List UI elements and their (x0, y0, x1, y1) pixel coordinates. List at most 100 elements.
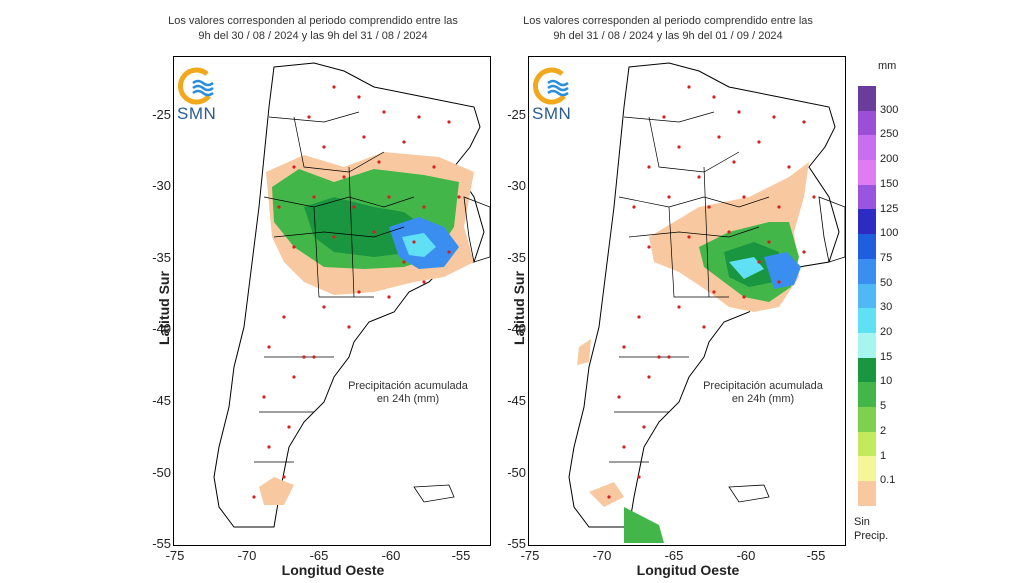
station-dot (332, 235, 336, 239)
station-dot (402, 140, 406, 144)
station-dot (637, 475, 641, 479)
station-dot (632, 205, 636, 209)
legend-no-precip-line2: Precip. (854, 530, 889, 542)
station-dot (277, 205, 281, 209)
falklands-outline (728, 484, 770, 503)
station-dot (677, 145, 681, 149)
panel-title-line2: 9h del 30 / 08 / 2024 y las 9h del 31 / … (198, 30, 428, 42)
station-dot (657, 355, 661, 359)
station-dot (622, 445, 626, 449)
station-dot (667, 355, 671, 359)
station-dot (647, 245, 651, 249)
station-dot (732, 160, 736, 164)
station-dot (737, 110, 741, 114)
y-tick-label: -45 (152, 393, 171, 408)
station-dot (382, 110, 386, 114)
station-dot (287, 425, 291, 429)
station-dot (422, 280, 426, 284)
y-tick-label: -35 (152, 250, 171, 265)
legend-color-swatch (858, 332, 876, 358)
station-dot (712, 290, 716, 294)
legend-color-swatch (858, 283, 876, 309)
y-tick-label: -25 (507, 107, 526, 122)
smn-logo-text: SMN (532, 104, 572, 123)
x-tick-label: -75 (520, 548, 540, 563)
station-dot (312, 195, 316, 199)
station-dots (252, 85, 461, 499)
station-dot (447, 250, 451, 254)
panel-title: Los valores corresponden al periodo comp… (133, 14, 493, 44)
station-dot (357, 290, 361, 294)
x-tick-label: -60 (736, 548, 756, 563)
province-borders (609, 111, 770, 463)
legend-color-swatch (858, 234, 876, 259)
legend-unit: mm (878, 60, 897, 72)
station-dot (282, 475, 286, 479)
legend-color-swatch (858, 431, 876, 457)
y-tick-label: -30 (507, 178, 526, 193)
legend-color-swatch (858, 308, 876, 333)
station-dot (757, 260, 761, 264)
station-dot (687, 235, 691, 239)
station-dot (357, 95, 361, 99)
x-axis-label: Longitud Oeste (636, 562, 740, 578)
legend-label: 2 (880, 424, 887, 437)
y-tick-label: -55 (152, 536, 171, 551)
station-dot (622, 345, 626, 349)
legend-color-swatch (858, 209, 876, 235)
station-dot (642, 425, 646, 429)
legend-color-swatch (858, 357, 876, 383)
annotation-line2: en 24h (mm) (731, 393, 795, 405)
legend-label: 0.1 (880, 474, 896, 487)
legend-color-swatch (858, 160, 876, 185)
station-dot (417, 115, 421, 119)
annotation-line1: Precipitación acumulada (348, 380, 468, 392)
station-dot (757, 140, 761, 144)
station-dot (292, 375, 296, 379)
station-dot (322, 305, 326, 309)
map-panel-left: Los valores corresponden al periodo comp… (133, 0, 493, 583)
station-dot (362, 135, 366, 139)
province-borders (254, 111, 415, 463)
station-dot (352, 205, 356, 209)
legend-label: 150 (880, 177, 899, 190)
y-tick-label: -40 (507, 321, 526, 336)
station-dot (727, 230, 731, 234)
x-tick-label: -75 (165, 548, 185, 563)
smn-logo-text: SMN (177, 104, 217, 123)
station-dot (312, 355, 316, 359)
legend-color-swatch (858, 135, 876, 161)
station-dot (282, 315, 286, 319)
y-axis-label: Latitud Sur (510, 271, 527, 345)
y-tick-label: -50 (507, 465, 526, 480)
station-dot (787, 165, 791, 169)
y-tick-label: -40 (152, 321, 171, 336)
legend-label: 250 (880, 128, 899, 141)
legend-color-swatch (858, 382, 876, 407)
panel-title-line1: Los valores corresponden al periodo comp… (168, 15, 458, 27)
station-dot (607, 495, 611, 499)
x-tick-label: -65 (309, 548, 329, 563)
precip-zone-cyan (729, 257, 764, 279)
annotation-line2: en 24h (mm) (376, 393, 440, 405)
color-legend: mm 300 250 200 150 125 100 75 50 30 20 15 10 5 2 1 0.1 … (852, 60, 922, 560)
station-dot (742, 295, 746, 299)
station-dot (687, 85, 691, 89)
station-dot (332, 85, 336, 89)
legend-color-swatch (858, 456, 876, 481)
y-tick-label: -55 (507, 536, 526, 551)
station-dot (802, 250, 806, 254)
map-panel-right: Los valores corresponden al periodo comp… (488, 0, 848, 583)
precip-zone-tierra-del-fuego (624, 507, 664, 543)
legend-color-swatch (858, 86, 876, 111)
station-dot (617, 395, 621, 399)
legend-label: 1 (880, 449, 887, 462)
station-dot (677, 305, 681, 309)
legend-color-swatch (858, 184, 876, 210)
station-dot (802, 120, 806, 124)
legend-label: 50 (880, 276, 893, 289)
falklands-outline (413, 484, 455, 503)
uruguay-outline (818, 196, 845, 263)
station-dot (457, 195, 461, 199)
station-dot (647, 165, 651, 169)
